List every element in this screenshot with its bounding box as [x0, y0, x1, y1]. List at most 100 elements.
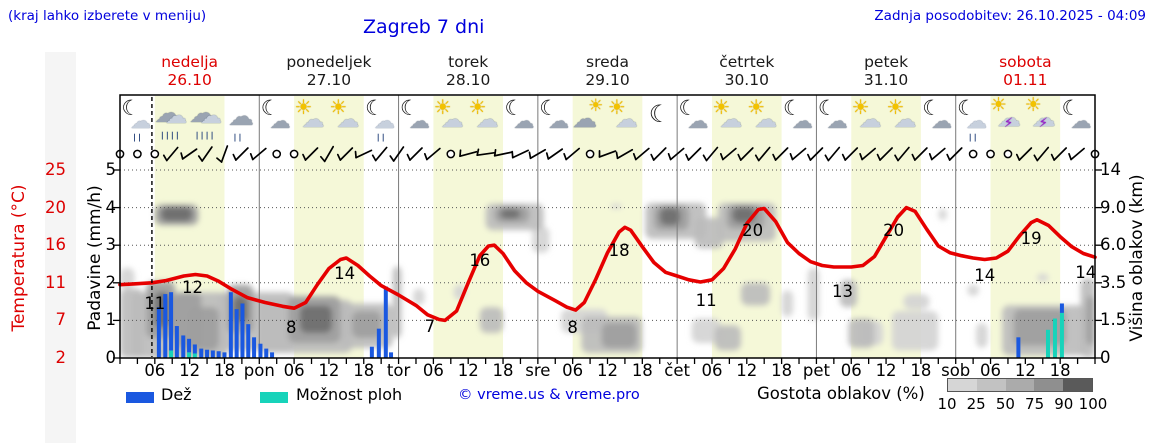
weather-icon-rain: ☁ ☁ ∣∣∣∣: [153, 98, 191, 144]
weather-icon-moon-cloud: ☾ ☁: [919, 98, 957, 144]
moon-glyph: ☾: [504, 96, 524, 120]
density-tick-90: 90: [1054, 395, 1074, 413]
rain-legend-label: Dež: [161, 385, 192, 404]
density-segment-0: [948, 379, 977, 391]
xlabel-day5-06: 06: [840, 361, 862, 380]
cloud-glyph: ☁: [996, 104, 1021, 132]
xlabel-day1-06: 06: [283, 361, 305, 380]
moon-glyph: ☾: [121, 96, 141, 120]
moon-glyph: ☾: [783, 96, 802, 120]
credit-link[interactable]: © vreme.us & vreme.pro: [458, 387, 640, 403]
precip-tick-0: 0: [105, 348, 117, 367]
weather-icon-moon-cloud-drizzle: ☾ ☁ ∣∣: [954, 98, 992, 144]
cloud-glyph: ☁: [931, 109, 953, 133]
svg-text:20: 20: [742, 221, 763, 240]
weather-icon-sun-cloud: ☀ ☁: [850, 95, 888, 144]
weather-icon-sun-cloud: ☀ ☁: [432, 97, 470, 144]
marks-glyph: ∣∣: [968, 133, 979, 142]
svg-text:7: 7: [425, 317, 436, 336]
density-tick-10: 10: [937, 395, 957, 413]
day-date: 31.10: [863, 71, 909, 89]
sun-glyph: ☀: [329, 95, 348, 119]
day-header-sobota: sobota 01.11: [999, 53, 1051, 89]
precip-tick-2: 2: [105, 272, 117, 292]
density-segment-4: [1063, 379, 1092, 391]
weather-icon-moon-cloud: ☾ ☁: [676, 98, 714, 144]
moon-glyph: ☾: [678, 96, 698, 120]
moon-glyph: ☾: [922, 96, 942, 120]
cloud-glyph: ☁: [189, 98, 217, 129]
day-date: 29.10: [585, 71, 630, 89]
svg-text:11: 11: [144, 294, 165, 313]
moon-glyph: ☾: [539, 96, 559, 120]
sun-glyph: ☀: [886, 95, 905, 119]
xlabel-day6-12: 12: [1014, 361, 1036, 380]
sun-glyph: ☀: [294, 95, 313, 119]
xlabel-day0-18: 18: [213, 361, 235, 380]
marks-glyph: ∣∣: [232, 133, 243, 142]
day-name: petek: [864, 53, 909, 71]
cloud-glyph: ☁: [1031, 104, 1056, 132]
density-tick-50: 50: [995, 395, 1015, 413]
day-header-torek: torek 28.10: [446, 53, 490, 89]
marks-glyph: ∣∣∣∣: [160, 131, 181, 140]
weather-icon-sun-cloud: ☀ ☁: [327, 95, 365, 144]
cloud-glyph: ☁: [614, 107, 638, 133]
sun-glyph: ☀: [468, 95, 487, 119]
cloud-glyph: ☁: [301, 107, 325, 133]
weather-icon-sun-cloud: ☀ ☁: [606, 97, 644, 144]
day-date: 27.10: [306, 71, 352, 89]
cloud-tick-1.5: 1.5: [1100, 310, 1127, 330]
weather-icon-sun-cloud: ☀ ☁: [745, 97, 783, 144]
weather-icon-cloud-drizzle: ☁ ∣∣: [223, 98, 261, 144]
day-name: četrtek: [719, 53, 775, 71]
moon-glyph: ☾: [648, 100, 671, 128]
moon-glyph: ☾: [399, 96, 419, 120]
weather-icon-moon-cloud: ☾ ☁: [780, 98, 818, 144]
cloud-glyph: ☁: [858, 107, 882, 133]
xlabel-day0-06: 06: [144, 361, 166, 380]
temp-tick-20: 20: [45, 197, 66, 217]
showers-legend-swatch: [260, 392, 288, 403]
xlabel-day3-18: 18: [631, 361, 653, 380]
cloud-glyph: ☁: [754, 107, 778, 133]
day-header-ponedeljek: ponedeljek 27.10: [286, 53, 371, 89]
day-header-nedelja: nedelja 26.10: [161, 53, 218, 89]
day-date: 01.11: [1003, 71, 1048, 89]
cloud-glyph: ☁: [719, 107, 743, 133]
temp-tick-16: 16: [45, 235, 66, 255]
day-name: sobota: [999, 53, 1052, 71]
cloud-glyph: ☁: [475, 107, 499, 133]
cloud-tick-0: 0: [1100, 348, 1111, 367]
weather-icon-moon-cloud: ☾ ☁: [397, 98, 435, 144]
cloud-glyph: ☁: [200, 104, 223, 129]
xlabel-day6-06: 06: [980, 361, 1002, 380]
cloud-glyph: ☁: [269, 109, 291, 133]
moon-glyph: ☾: [260, 96, 280, 120]
density-tick-25: 25: [966, 395, 986, 413]
cloud-glyph: ☁: [408, 109, 430, 133]
precip-tick-1: 1: [105, 310, 117, 330]
weather-icon-moon-cloud: ☾ ☁: [258, 98, 296, 144]
cloud-glyph: ☁: [687, 109, 709, 133]
cloud-tick-3.5: 3.5: [1100, 272, 1127, 292]
density-tick-75: 75: [1025, 395, 1045, 413]
weather-icon-moon-cloud-drizzle: ☾ ☁ ∣∣: [362, 98, 400, 144]
moon-glyph: ☾: [1061, 96, 1081, 120]
precip-tick-4: 4: [105, 197, 117, 217]
day-header-sreda: sreda 29.10: [585, 53, 629, 89]
cloud-density-scale: [947, 378, 1093, 392]
day-name: torek: [448, 53, 489, 71]
sun-glyph: ☀: [1024, 94, 1042, 116]
svg-text:14: 14: [1075, 263, 1096, 282]
xlabel-tor: tor: [386, 361, 411, 380]
precip-tick-5: 5: [105, 160, 117, 179]
xlabel-pet: pet: [802, 361, 830, 380]
sun-glyph: ☀: [851, 95, 870, 119]
left-gray-strip: [45, 52, 76, 443]
xlabel-day3-12: 12: [597, 361, 618, 380]
xlabel-sre: sre: [525, 361, 551, 380]
marks-glyph: ∣∣: [376, 133, 387, 142]
